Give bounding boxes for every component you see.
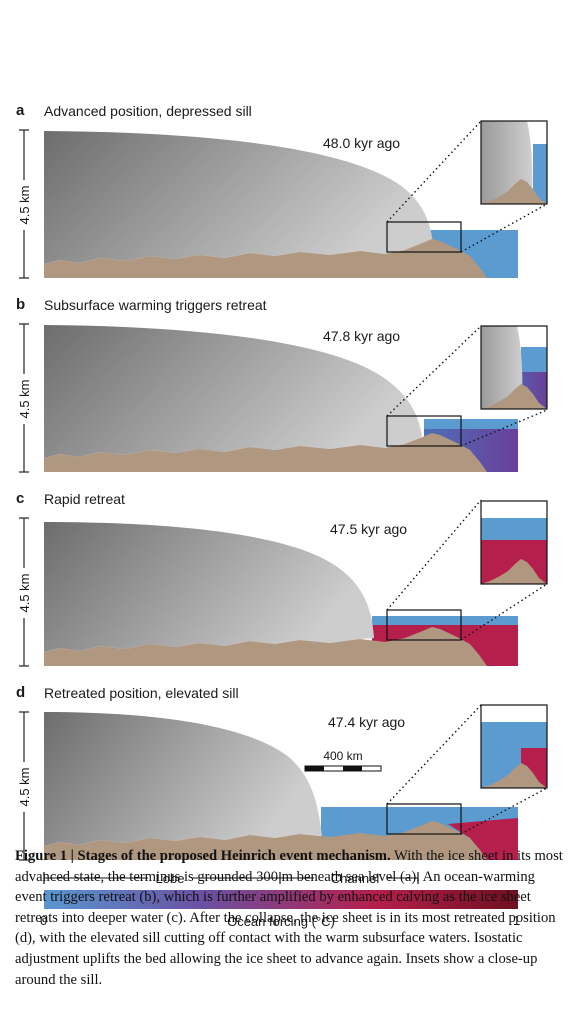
panel-c-zoom-box [386, 609, 462, 641]
panel-d-letter: d [16, 684, 25, 701]
panel-c-vertical-scale: 4.5 km [14, 517, 34, 667]
panel-b-zoom-box [386, 415, 462, 447]
panel-c-ocean-surface [372, 616, 518, 625]
colorbar-gradient [44, 890, 518, 909]
panel-d-warm-water [448, 818, 518, 860]
panel-b-ice-sheet [44, 325, 422, 458]
panel-c: c Rapid retreat 4.5 km 47.5 kyr ago [14, 490, 548, 667]
panel-d-zoom-box [386, 803, 462, 835]
panel-c-leader-top [386, 499, 482, 611]
colorbar: 0 1 Ocean forcing (°C) [40, 890, 520, 929]
caption-body: With the ice sheet in its most advanced … [15, 848, 563, 988]
panel-b-leader-bottom [460, 409, 548, 447]
panel-a-inset [480, 120, 548, 205]
panel-b-title: Subsurface warming triggers retreat [44, 297, 267, 313]
panel-d-inset [480, 704, 548, 789]
panel-a-ice-sheet [44, 131, 433, 264]
scale-bar-label: 400 km [323, 749, 362, 763]
panel-c-title: Rapid retreat [44, 491, 125, 507]
horizontal-scale-bar: 400 km [304, 749, 382, 772]
panel-d: d Retreated position, elevated sill 4.5 … [14, 684, 548, 861]
panel-c-letter: c [16, 490, 24, 507]
region-markers: Lobe Channel [43, 871, 419, 886]
lobe-label: Lobe [156, 871, 185, 886]
colorbar-min: 0 [40, 913, 47, 928]
panel-d-scale-label: 4.5 km [17, 767, 32, 806]
figure-caption: Figure 1 | Stages of the proposed Heinri… [15, 846, 570, 990]
panel-a-scale-label: 4.5 km [17, 185, 32, 224]
panel-a-leader-top [386, 120, 482, 223]
caption-title: Figure 1 | Stages of the proposed Heinri… [15, 848, 391, 864]
panel-d-leader-top [386, 704, 482, 805]
panel-a: a Advanced position, depressed sill 4.5 … [14, 102, 548, 279]
panel-d-title: Retreated position, elevated sill [44, 685, 239, 701]
panel-c-ice-sheet [44, 522, 374, 652]
panel-d-ice-sheet [44, 712, 322, 846]
panel-b: b Subsurface warming triggers retreat 4.… [14, 296, 548, 473]
panel-a-zoom-box [386, 221, 462, 253]
panel-c-time: 47.5 kyr ago [330, 521, 407, 537]
panel-c-leader-bottom [460, 583, 548, 641]
panel-d-leader-bottom [460, 787, 548, 835]
panel-c-scale-label: 4.5 km [17, 573, 32, 612]
panel-b-letter: b [16, 296, 25, 313]
panel-a-letter: a [16, 102, 25, 119]
colorbar-label: Ocean forcing (°C) [227, 914, 335, 929]
panel-b-inset [480, 325, 548, 410]
panel-a-title: Advanced position, depressed sill [44, 103, 252, 119]
colorbar-max: 1 [513, 913, 520, 928]
panel-d-vertical-scale: 4.5 km [14, 711, 34, 861]
panel-d-time: 47.4 kyr ago [328, 714, 405, 730]
channel-label: Channel [331, 871, 380, 886]
panel-b-leader-top [386, 325, 482, 417]
panel-a-vertical-scale: 4.5 km [14, 129, 34, 279]
panel-b-time: 47.8 kyr ago [323, 328, 400, 344]
panel-c-inset [480, 500, 548, 585]
panel-a-leader-bottom [460, 203, 548, 253]
panel-b-ocean-surface [424, 419, 518, 429]
panel-b-vertical-scale: 4.5 km [14, 323, 34, 473]
panel-b-scale-label: 4.5 km [17, 379, 32, 418]
panel-a-time: 48.0 kyr ago [323, 135, 400, 151]
